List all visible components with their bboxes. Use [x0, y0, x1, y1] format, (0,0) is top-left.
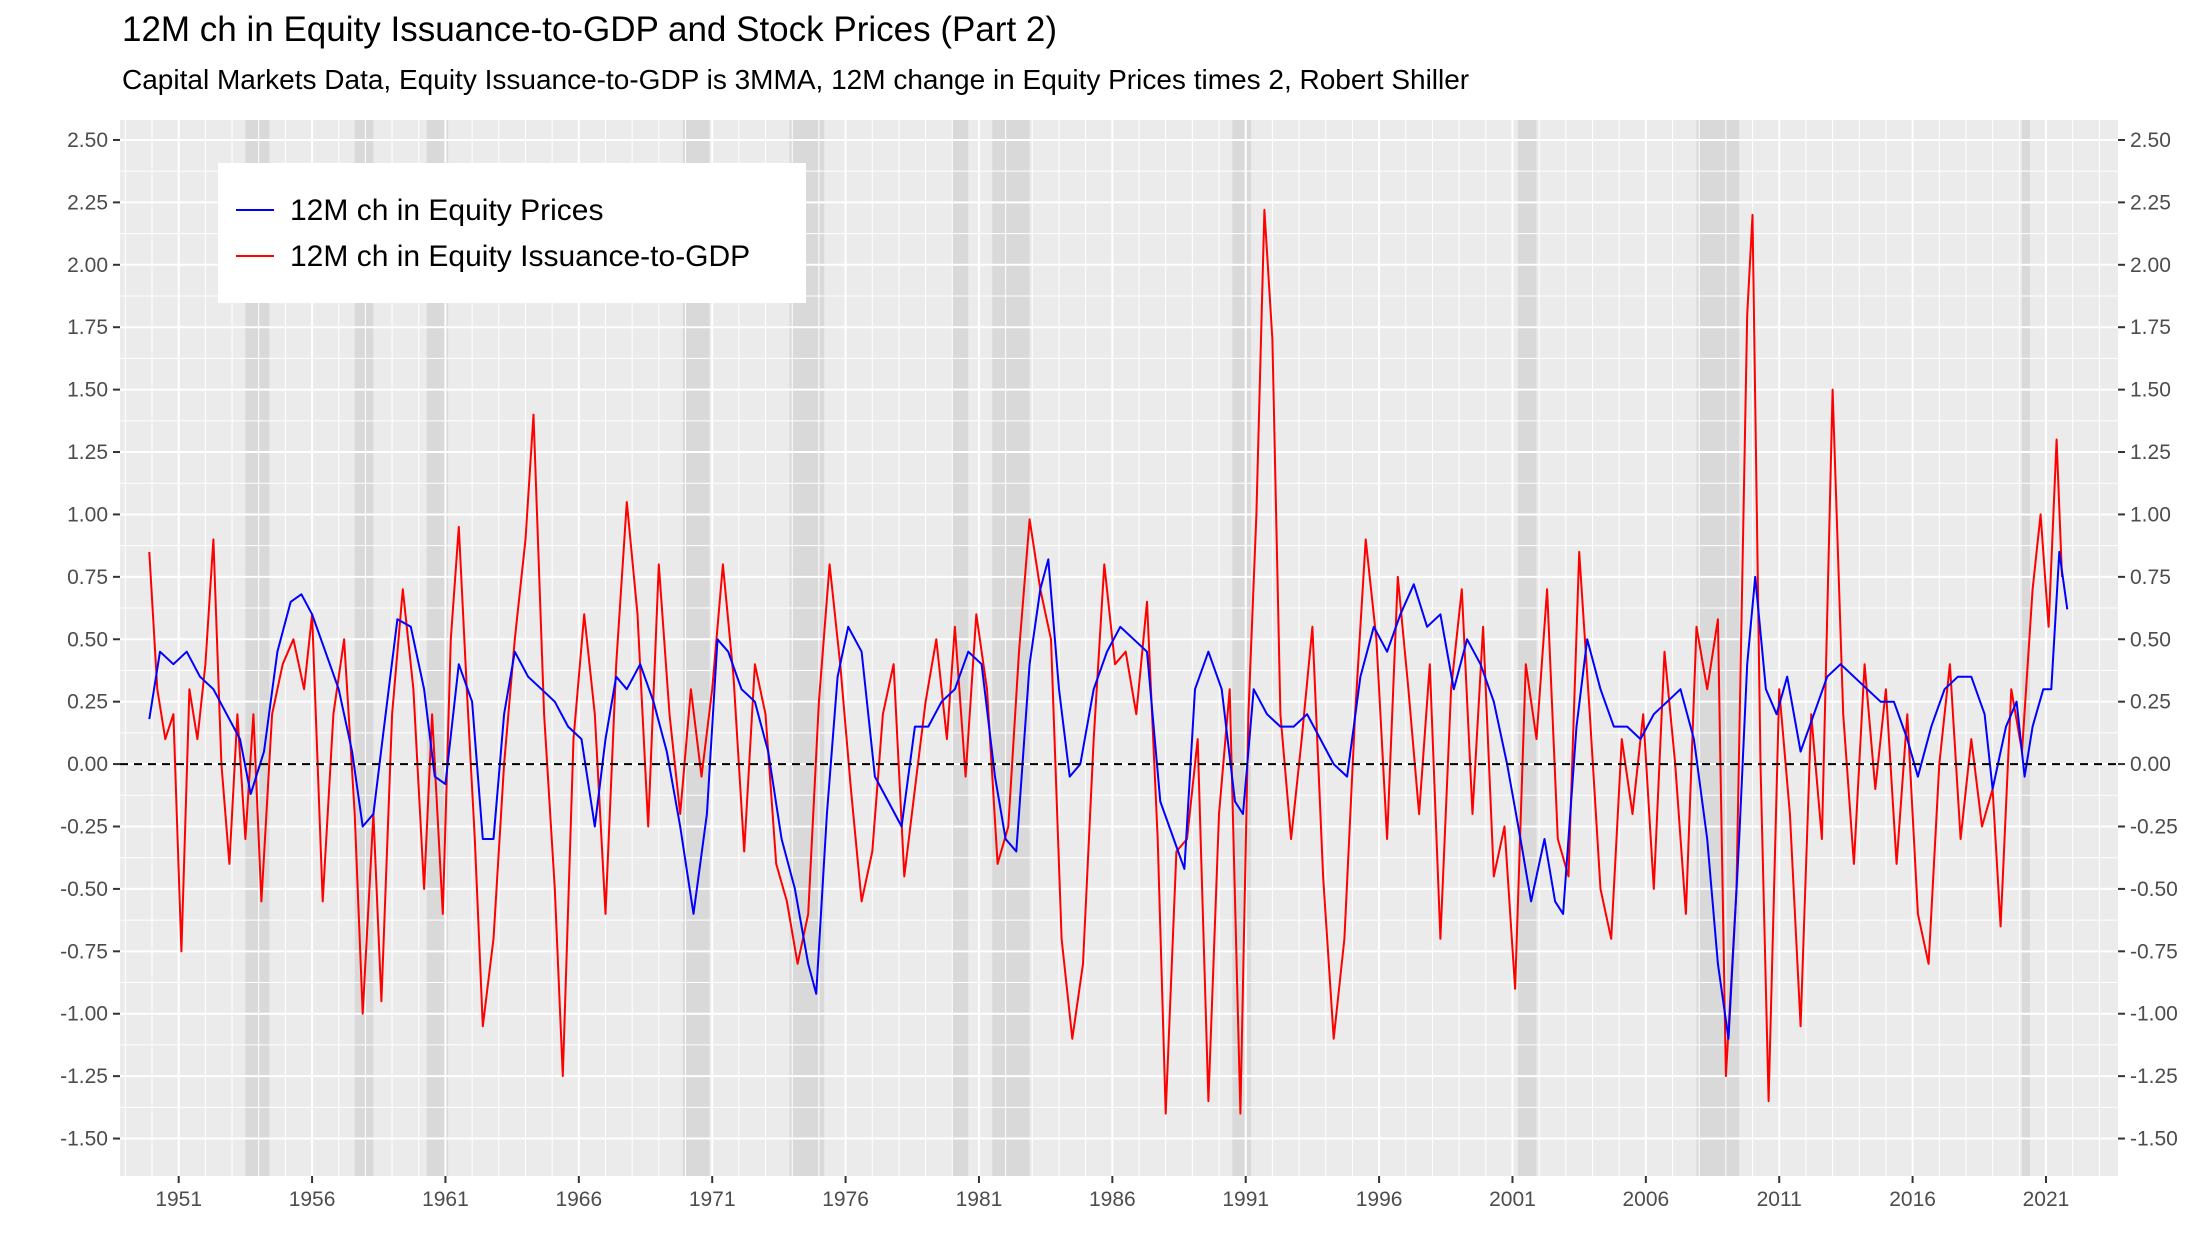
- x-tick-label: 1961: [422, 1188, 469, 1211]
- y-tick-label-right: 1.25: [2130, 441, 2171, 464]
- y-tick-label-left: 1.50: [67, 379, 108, 402]
- y-tick-label-left: 1.00: [67, 503, 108, 526]
- x-tick-label: 1986: [1089, 1188, 1136, 1211]
- y-tick-label-left: -1.50: [60, 1128, 108, 1151]
- x-tick-label: 1991: [1222, 1188, 1269, 1211]
- y-tick-label-right: -0.25: [2130, 815, 2178, 838]
- y-tick-label-left: 1.75: [67, 316, 108, 339]
- x-tick-label: 1996: [1356, 1188, 1403, 1211]
- y-tick-label-right: 2.00: [2130, 254, 2171, 277]
- y-tick-label-right: -1.25: [2130, 1065, 2178, 1088]
- y-tick-label-left: 1.25: [67, 441, 108, 464]
- x-tick-label: 1951: [155, 1188, 202, 1211]
- y-tick-label-right: 1.75: [2130, 316, 2171, 339]
- y-tick-label-left: -0.25: [60, 815, 108, 838]
- x-tick-label: 2011: [1757, 1188, 1802, 1211]
- y-tick-label-left: -1.25: [60, 1065, 108, 1088]
- recession-band: [992, 120, 1030, 1176]
- y-tick-label-right: 2.50: [2130, 129, 2171, 152]
- recession-band: [2021, 120, 2030, 1176]
- x-tick-label: 2006: [1622, 1188, 1669, 1211]
- x-tick-label: 1966: [555, 1188, 602, 1211]
- series-line: [148, 208, 2063, 1115]
- legend: 12M ch in Equity Prices 12M ch in Equity…: [218, 163, 806, 303]
- x-tick-label: 2016: [1889, 1188, 1936, 1211]
- x-tick-label: 1981: [956, 1188, 1003, 1211]
- y-tick-label-right: 0.25: [2130, 691, 2171, 714]
- y-tick-label-left: 2.25: [67, 191, 108, 214]
- y-tick-label-right: 1.50: [2130, 379, 2171, 402]
- y-tick-label-right: 0.50: [2130, 628, 2171, 651]
- legend-background: [218, 163, 806, 303]
- y-tick-label-right: 1.00: [2130, 503, 2171, 526]
- x-tick-label: 2001: [1489, 1188, 1536, 1211]
- y-tick-label-right: 0.00: [2130, 753, 2171, 776]
- series-lines: [148, 208, 2069, 1115]
- legend-label-issuance: 12M ch in Equity Issuance-to-GDP: [290, 240, 750, 273]
- y-tick-label-left: -1.00: [60, 1003, 108, 1026]
- legend-label-prices: 12M ch in Equity Prices: [290, 194, 603, 227]
- y-tick-label-right: -0.75: [2130, 940, 2178, 963]
- series-line: [148, 550, 2069, 1040]
- x-tick-label: 1971: [689, 1188, 736, 1211]
- y-tick-label-left: 0.25: [67, 691, 108, 714]
- y-tick-label-right: -1.50: [2130, 1128, 2178, 1151]
- y-tick-label-left: -0.75: [60, 940, 108, 963]
- x-tick-label: 1976: [822, 1188, 869, 1211]
- y-tick-label-right: 2.25: [2130, 191, 2171, 214]
- y-tick-label-left: 2.00: [67, 254, 108, 277]
- x-tick-label: 1956: [289, 1188, 336, 1211]
- axes: -1.50 -1.50 -1.25 -1.25 -1.00 -1.00 -0.75 -0.75…: [60, 129, 2178, 1211]
- y-tick-label-left: 0.50: [67, 628, 108, 651]
- chart-subtitle: Capital Markets Data, Equity Issuance-to…: [122, 64, 1470, 95]
- y-tick-label-right: 0.75: [2130, 566, 2171, 589]
- grid-lines: [120, 120, 2118, 1176]
- y-tick-label-right: -1.00: [2130, 1003, 2178, 1026]
- y-tick-label-left: 2.50: [67, 129, 108, 152]
- recession-band: [1517, 120, 1537, 1176]
- x-tick-label: 2021: [2023, 1188, 2070, 1211]
- y-tick-label-left: 0.75: [67, 566, 108, 589]
- y-tick-label-right: -0.50: [2130, 878, 2178, 901]
- y-tick-label-left: 0.00: [67, 753, 108, 776]
- recession-band: [952, 120, 969, 1176]
- y-tick-label-left: -0.50: [60, 878, 108, 901]
- chart-title: 12M ch in Equity Issuance-to-GDP and Sto…: [122, 10, 1058, 49]
